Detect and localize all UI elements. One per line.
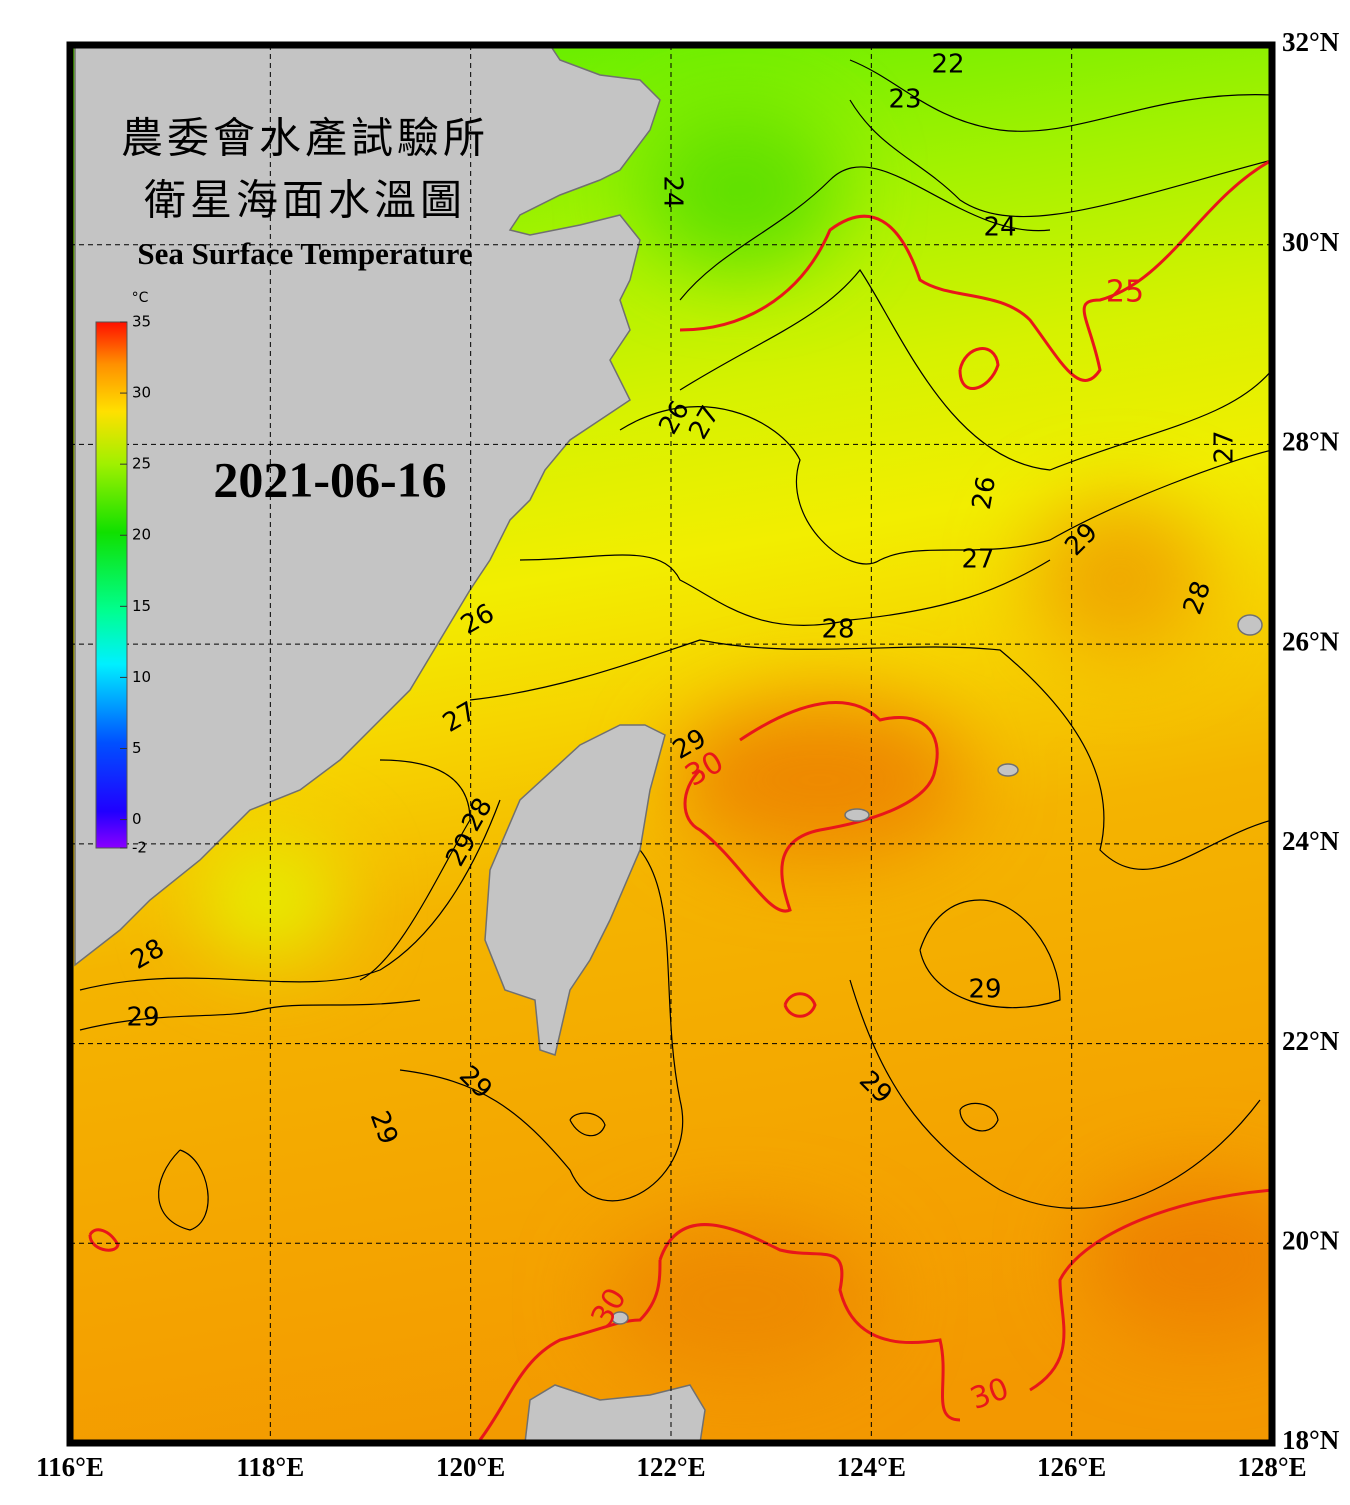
lat-label: 24°N	[1282, 826, 1340, 856]
lat-label: 22°N	[1282, 1026, 1340, 1056]
lon-label: 124°E	[837, 1452, 906, 1482]
graticule	[70, 45, 1272, 1443]
lon-label: 116°E	[36, 1452, 104, 1482]
island	[611, 1311, 629, 1325]
colorbar-tick-label: 30	[132, 384, 151, 402]
title-zh: 農委會水產試驗所	[121, 116, 489, 163]
lat-label: 18°N	[1282, 1425, 1340, 1455]
contour-label: 29	[968, 975, 1001, 1005]
taiwan	[484, 724, 666, 1056]
lat-label: 30°N	[1282, 227, 1340, 257]
colorbar-tick-label: 10	[132, 668, 151, 686]
lat-label: 32°N	[1282, 27, 1340, 57]
title-zh: 衛星海面水溫圖	[144, 179, 466, 225]
contour-label: 27	[961, 545, 994, 575]
colorbar-tick-label: 35	[132, 313, 151, 331]
lon-label: 128°E	[1237, 1452, 1306, 1482]
axis-labels: 116°E 118°E 120°E 122°E 124°E 126°E 128°E18°N 2…	[36, 27, 1340, 1482]
colorbar-unit: °C	[132, 290, 149, 306]
contour-label: 26	[967, 474, 1002, 512]
contours	[79, 59, 1272, 1441]
contour-label: 23	[888, 85, 921, 115]
frame	[66, 41, 1276, 1447]
lon-label: 118°E	[236, 1452, 304, 1482]
colorbar-tick-label: 25	[132, 455, 151, 473]
date: 2021-06-16	[213, 451, 446, 507]
contour-label: 25	[1106, 275, 1144, 310]
lon-label: 126°E	[1037, 1452, 1106, 1482]
colorbar-tick-label: -2	[132, 839, 147, 857]
island	[1237, 614, 1263, 636]
lon-label: 120°E	[436, 1452, 505, 1482]
lat-label: 20°N	[1282, 1225, 1340, 1255]
contour-label: 27	[1210, 430, 1240, 463]
title-en: Sea Surface Temperature	[137, 236, 472, 271]
lon-label: 122°E	[636, 1452, 705, 1482]
luzon	[524, 1384, 706, 1443]
contour-label: 24	[658, 175, 688, 208]
lat-label: 26°N	[1282, 626, 1340, 656]
colorbar-tick-label: 15	[132, 597, 151, 615]
sea-shading	[200, 110, 1272, 1380]
lat-label: 28°N	[1282, 427, 1340, 457]
contour-label: 29	[126, 1003, 159, 1033]
contour-label: 28	[821, 615, 854, 645]
contour-label: 24	[983, 213, 1016, 243]
colorbar-tick-label: 5	[132, 739, 142, 757]
island	[997, 763, 1019, 777]
colorbar-tick-label: 0	[132, 810, 142, 828]
colorbar	[95, 321, 128, 849]
colorbar-tick-label: 20	[132, 526, 151, 544]
land	[74, 45, 1263, 1443]
contour-label: 22	[931, 50, 964, 80]
china-coast	[74, 45, 661, 967]
island	[844, 808, 870, 822]
colorbar-ticks: -2 0 5 10 15 20 25 30 35	[120, 313, 151, 857]
